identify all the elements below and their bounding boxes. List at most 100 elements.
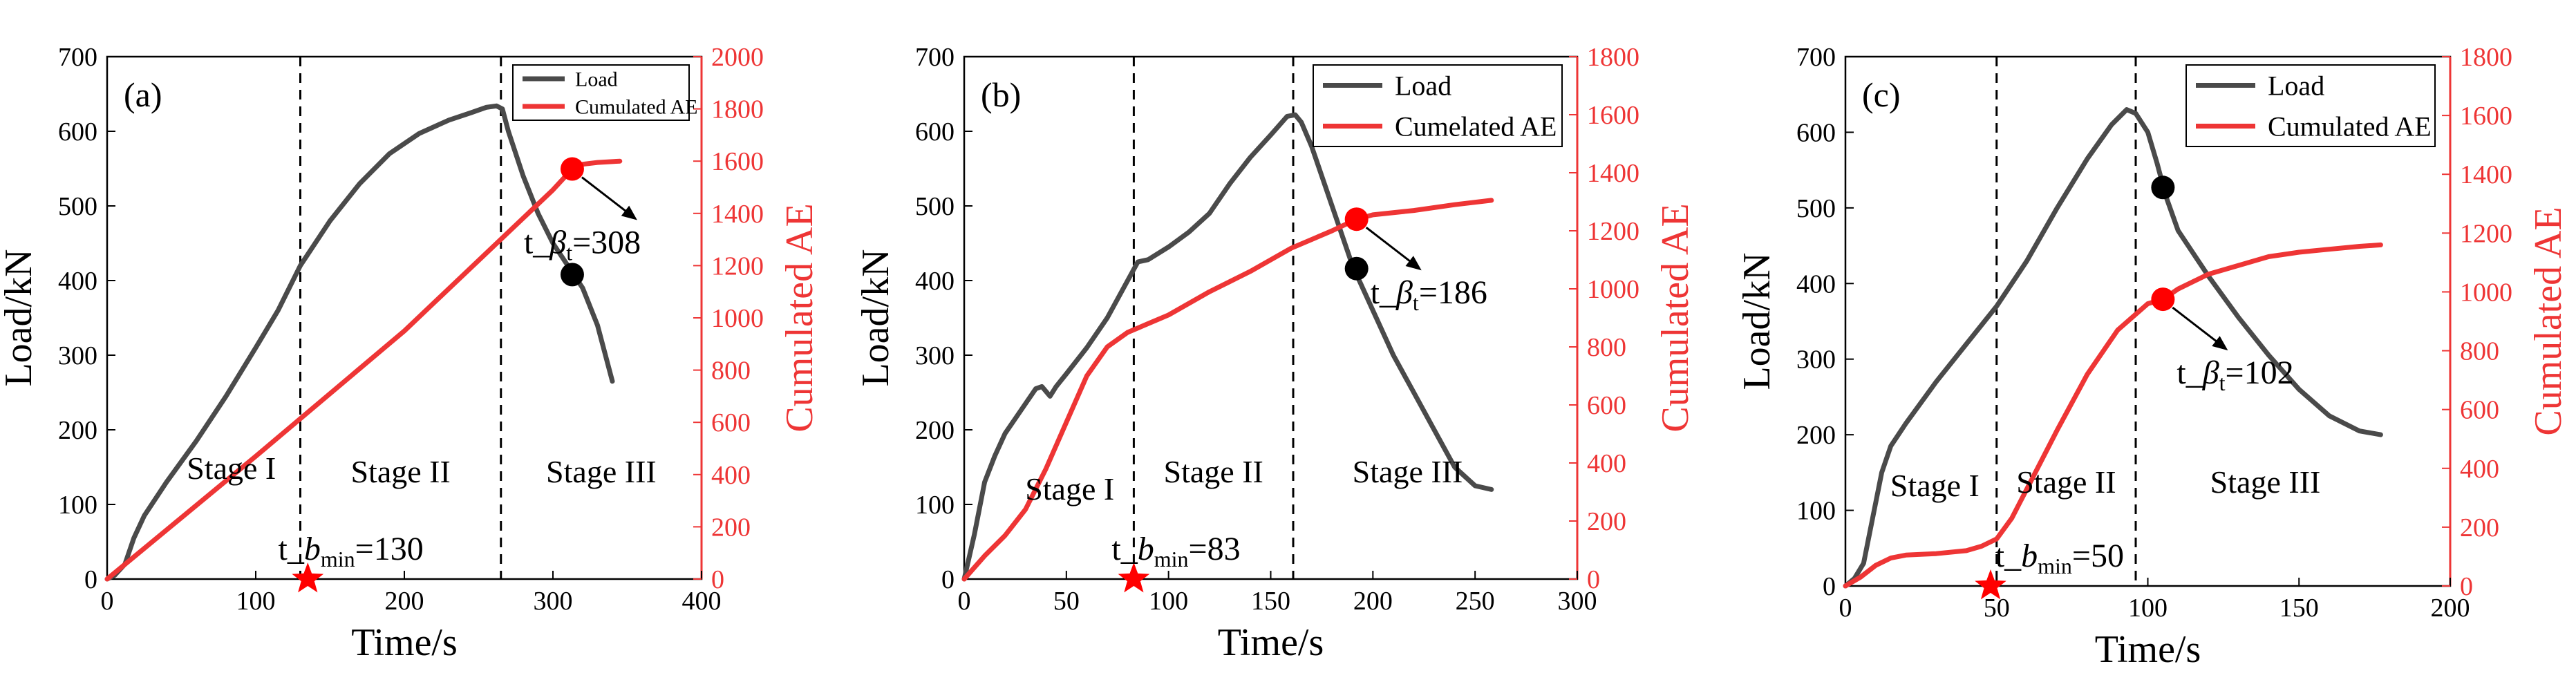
y-right-tick-label: 2000 — [711, 43, 764, 72]
t-beta-prefix: t_ — [2177, 354, 2203, 391]
cumulated-ae-series-line — [1843, 242, 2383, 589]
x-tick-label: 50 — [1053, 587, 1080, 616]
t-bmin-annotation: t_bmin=130 — [279, 531, 424, 571]
legend-entry-1: Load — [2268, 70, 2324, 102]
load-point-marker — [560, 263, 584, 287]
t-beta-value: =102 — [2226, 354, 2294, 391]
x-tick-label: 150 — [1251, 587, 1290, 616]
stage-label-3: Stage III — [1353, 454, 1463, 489]
t-bmin-prefix: t_ — [1995, 538, 2022, 574]
y-left-tick-label: 200 — [1796, 421, 1836, 450]
y-right-tick-label: 1000 — [1587, 275, 1639, 304]
y-right-tick-label: 600 — [711, 408, 751, 437]
y-right-axis-label: Cumulated AE — [1654, 203, 1697, 432]
x-tick-label: 0 — [101, 587, 114, 616]
y-left-axis-label: Load/kN — [0, 249, 40, 386]
y-right-tick-label: 1600 — [711, 147, 764, 176]
min-b-star-marker — [1975, 569, 2006, 600]
y-right-tick-label: 1400 — [1587, 159, 1639, 188]
x-tick-label: 300 — [534, 587, 573, 616]
chart-panel-3: 0 50 100 150 2000100200300400500600700020040… — [1736, 43, 2570, 671]
y-right-tick-label: 1200 — [711, 252, 764, 281]
x-tick-label: 200 — [2431, 594, 2470, 623]
x-tick-label: 0 — [1839, 594, 1852, 623]
t-beta-symbol: β — [1395, 274, 1413, 311]
y-left-tick-label: 600 — [58, 117, 97, 146]
t-bmin-annotation: t_bmin=83 — [1111, 531, 1240, 571]
t-beta-value: =186 — [1419, 274, 1487, 311]
y-right-tick-label: 600 — [2460, 396, 2499, 425]
panel-label: (b) — [981, 75, 1021, 114]
load-series-line — [1843, 107, 2383, 589]
legend-entry-2: Cumulated AE — [2268, 111, 2432, 142]
t-bmin-symbol: b — [2021, 538, 2038, 574]
load-point-marker — [1344, 256, 1369, 281]
y-left-tick-label: 400 — [58, 267, 97, 296]
legend-entry-1: Load — [575, 68, 618, 91]
y-left-tick-label: 700 — [915, 43, 955, 72]
y-right-tick-label: 1800 — [1587, 43, 1639, 72]
y-left-tick-label: 300 — [1796, 346, 1836, 375]
t-beta-symbol: β — [2202, 354, 2219, 391]
load-series-line — [104, 103, 615, 582]
y-right-tick-label: 200 — [1587, 507, 1626, 536]
y-left-tick-label: 0 — [84, 565, 97, 594]
y-right-axis-label: Cumulated AE — [778, 203, 821, 432]
y-right-tick-label: 200 — [711, 513, 751, 542]
annotation-arrow-head — [621, 205, 637, 220]
y-right-tick-label: 0 — [711, 565, 724, 594]
x-axis-label: Time/s — [2095, 628, 2201, 671]
legend-entry-2: Cumelated AE — [1395, 111, 1557, 142]
y-right-tick-label: 1800 — [711, 95, 764, 124]
legend-box — [1313, 64, 1563, 147]
y-right-tick-label: 1400 — [711, 200, 764, 229]
stage-label-1: Stage I — [1025, 471, 1114, 507]
x-tick-label: 0 — [958, 587, 971, 616]
y-right-tick-label: 1200 — [2460, 219, 2512, 248]
plot-frame — [106, 55, 703, 580]
y-right-tick-label: 0 — [2460, 572, 2473, 601]
legend-box — [512, 64, 690, 121]
y-right-tick-label: 0 — [1587, 565, 1600, 594]
legend: Load Cumulated AE — [512, 64, 697, 121]
y-left-tick-label: 500 — [1796, 194, 1836, 223]
y-right-tick-label: 1600 — [2460, 102, 2512, 131]
y-left-tick-label: 0 — [1823, 572, 1836, 601]
t-bmin-value: =50 — [2072, 538, 2124, 574]
y-right-tick-label: 400 — [2460, 455, 2499, 484]
y-right-tick-label: 1800 — [2460, 43, 2512, 72]
t-beta-prefix: t_ — [524, 225, 550, 261]
t-beta-annotation: t_βt=308 — [524, 225, 641, 265]
ae-point-marker — [560, 157, 584, 181]
min-b-star-marker — [1118, 562, 1150, 593]
t-beta-symbol: β — [549, 225, 566, 261]
min-b-star-marker — [292, 562, 324, 593]
y-right-tick-label: 1400 — [2460, 160, 2512, 189]
ae-point-marker — [1344, 207, 1369, 231]
y-left-tick-label: 600 — [915, 117, 955, 146]
y-left-tick-label: 300 — [915, 341, 955, 370]
chart-panel-2: 0 50 100 150 200 250 3000100200300400500600700… — [854, 43, 1697, 664]
t-bmin-subscript: min — [321, 547, 355, 571]
t-bmin-prefix: t_ — [1111, 531, 1138, 567]
t-bmin-value: =83 — [1189, 531, 1241, 567]
y-right-tick-label: 400 — [1587, 449, 1626, 478]
panel-label: (a) — [124, 75, 162, 114]
stage-label-1: Stage I — [187, 451, 276, 486]
panel-label: (c) — [1862, 75, 1901, 114]
x-axis-label: Time/s — [1218, 621, 1324, 664]
stage-label-2: Stage II — [2016, 464, 2116, 500]
y-left-tick-label: 200 — [58, 416, 97, 445]
y-left-axis-label: Load/kN — [854, 249, 897, 386]
y-right-tick-label: 600 — [1587, 391, 1626, 420]
x-tick-label: 150 — [2279, 594, 2319, 623]
y-right-tick-label: 800 — [711, 357, 751, 386]
legend: Load Cumelated AE — [1313, 64, 1563, 147]
annotation-arrow-line — [2172, 306, 2222, 346]
t-beta-subscript: t — [566, 240, 572, 265]
load-point-marker — [2151, 176, 2175, 200]
t-beta-value: =308 — [572, 225, 641, 261]
cumulated-ae-series-line — [104, 158, 623, 582]
chart-panel-1: 0 100 200 300 400010020030040050060070002004… — [0, 43, 821, 664]
